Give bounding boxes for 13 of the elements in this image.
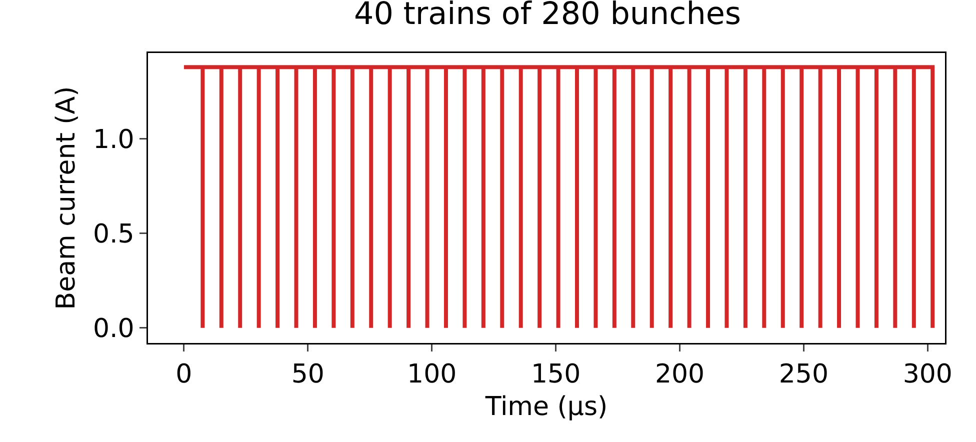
y-tick-label: 0.5 (92, 220, 134, 250)
x-axis-title: Time (μs) (484, 392, 608, 422)
x-tick-label: 100 (407, 360, 457, 390)
chart-title: 40 trains of 280 bunches (354, 0, 742, 32)
x-tick-label: 150 (530, 360, 581, 390)
y-tick-label: 1.0 (92, 125, 134, 156)
y-axis-title: Beam current (A) (52, 86, 82, 310)
x-tick-label: 0 (176, 360, 192, 390)
y-tick-label: 0.0 (92, 314, 134, 344)
x-tick-label: 50 (291, 360, 324, 390)
x-tick-label: 250 (778, 360, 829, 390)
x-tick-label: 300 (902, 360, 952, 390)
x-tick-label: 200 (654, 360, 705, 390)
